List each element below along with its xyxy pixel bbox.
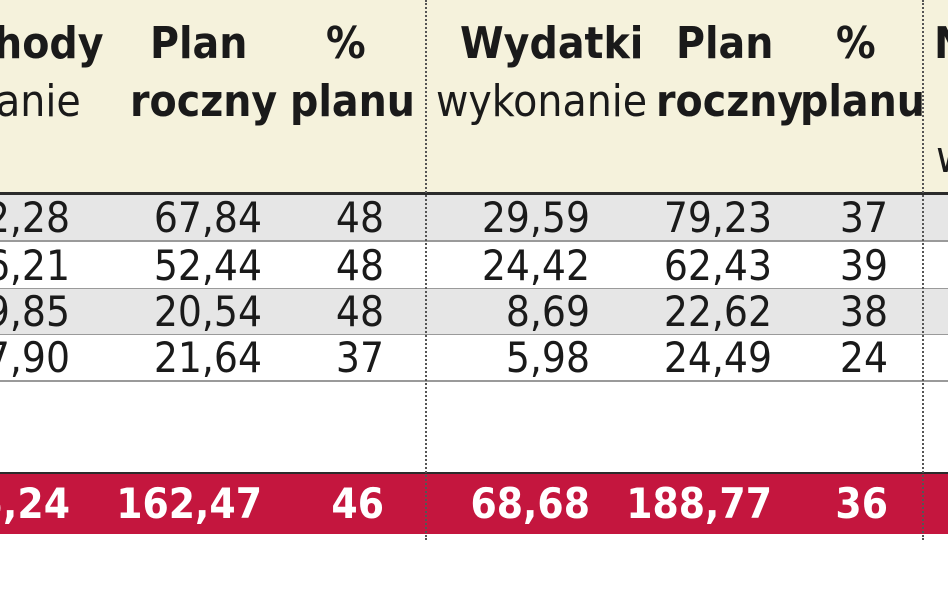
table-cell: 48: [335, 193, 384, 242]
column-divider: [922, 0, 924, 540]
table-cell: 48: [335, 287, 384, 336]
table-row: 7,90 21,64 37 5,98 24,49 24: [0, 335, 948, 381]
table-cell: 20,54: [153, 287, 262, 336]
table-cell: 39: [839, 241, 888, 290]
column-divider: [425, 0, 427, 540]
header-expenses-line2: wykonanie: [436, 76, 648, 127]
row-separator: [0, 380, 948, 382]
table-cell: 7,90: [0, 333, 70, 382]
table-cell: 48: [335, 241, 384, 290]
table-cell: 22,62: [663, 287, 772, 336]
row-separator: [0, 240, 948, 242]
table-row: 6,21 52,44 48 24,42 62,43 39: [0, 243, 948, 289]
header-next-line1: N: [934, 16, 948, 72]
table-cell: 62,43: [663, 241, 772, 290]
header-expenses-line1: Wydatki: [460, 18, 644, 69]
header-expenses-pct-line1: %: [836, 18, 876, 69]
total-cell: 68,68: [470, 479, 590, 528]
header-bottom-rule: [0, 192, 948, 195]
total-row: 5,24 162,47 46 68,68 188,77 36: [0, 474, 948, 534]
total-top-rule: [0, 472, 948, 474]
total-cell: 36: [835, 479, 888, 528]
header-next-line3: w: [936, 130, 948, 186]
table-cell: 9,85: [0, 287, 70, 336]
header-income-plan-line1: Plan: [150, 18, 248, 69]
header-income-plan-line2: roczny: [130, 76, 278, 127]
table-cell: 8,69: [505, 287, 590, 336]
header-expenses-plan-line1: Plan: [676, 18, 774, 69]
total-cell: 162,47: [116, 479, 262, 528]
header-income-line2: anie: [0, 76, 81, 127]
table-cell: 24,42: [481, 241, 590, 290]
table-cell: 6,21: [0, 241, 70, 290]
table-cell: 24,49: [663, 333, 772, 382]
table-cell: 52,44: [153, 241, 262, 290]
total-cell: 5,24: [0, 479, 70, 528]
table-cell: 21,64: [153, 333, 262, 382]
table-header: [0, 0, 948, 193]
table-cell: 38: [839, 287, 888, 336]
table-cell: 79,23: [663, 193, 772, 242]
header-expenses-plan-line2: roczny: [656, 76, 804, 127]
table-cell: 67,84: [153, 193, 262, 242]
header-income-pct-line1: %: [326, 18, 366, 69]
total-cell: 46: [331, 479, 384, 528]
header-income-pct-line2: planu: [290, 76, 415, 127]
table-cell: 29,59: [481, 193, 590, 242]
table-row: 2,28 67,84 48 29,59 79,23 37: [0, 195, 948, 241]
header-expenses-pct-line2: planu: [800, 76, 925, 127]
table-cell: 2,28: [0, 193, 70, 242]
table-cell: 24: [839, 333, 888, 382]
table-cell: 5,98: [505, 333, 590, 382]
table-cell: 37: [335, 333, 384, 382]
header-income-line1: hody: [0, 18, 104, 69]
table-row: 9,85 20,54 48 8,69 22,62 38: [0, 289, 948, 335]
table-cell: 37: [839, 193, 888, 242]
total-cell: 188,77: [626, 479, 772, 528]
